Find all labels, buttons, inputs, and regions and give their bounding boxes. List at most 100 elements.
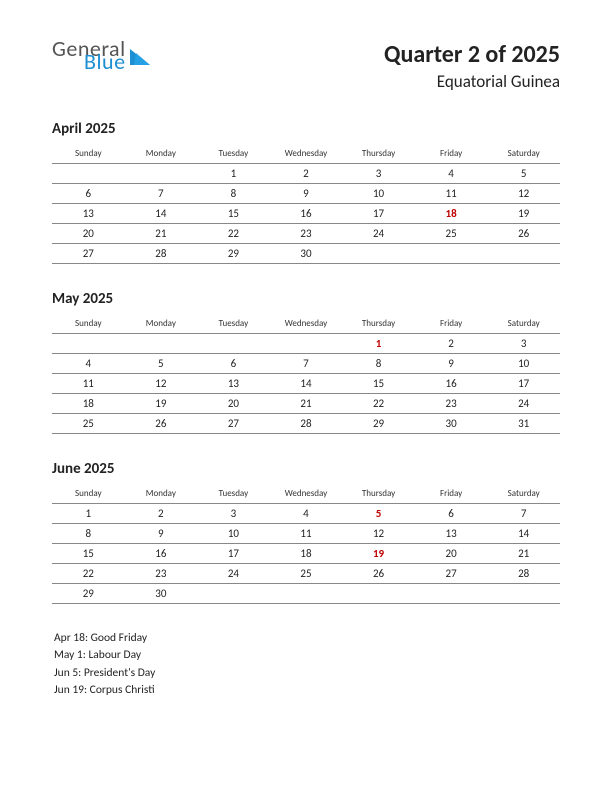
calendar-cell: 22 <box>52 564 125 584</box>
calendar-row: 27282930 <box>52 244 560 264</box>
page-subtitle: Equatorial Guinea <box>384 71 560 92</box>
calendar-cell: 12 <box>125 374 198 394</box>
calendar-cell: 9 <box>415 354 488 374</box>
calendar-cell: 10 <box>487 354 560 374</box>
calendar-row: 891011121314 <box>52 524 560 544</box>
calendar-row: 20212223242526 <box>52 224 560 244</box>
weekday-header: Tuesday <box>197 314 270 334</box>
calendar-cell: 23 <box>125 564 198 584</box>
calendar-row: 6789101112 <box>52 184 560 204</box>
calendar-cell: 14 <box>487 524 560 544</box>
calendar-cell: 6 <box>197 354 270 374</box>
months-container: April 2025SundayMondayTuesdayWednesdayTh… <box>52 120 560 604</box>
calendar-cell: 4 <box>415 164 488 184</box>
holiday-line: Jun 5: President's Day <box>54 665 560 682</box>
calendar-cell: 15 <box>342 374 415 394</box>
calendar-cell: 1 <box>52 504 125 524</box>
calendar-cell <box>197 334 270 354</box>
calendar-cell: 16 <box>270 204 343 224</box>
calendar-cell: 11 <box>415 184 488 204</box>
calendar-cell <box>342 584 415 604</box>
weekday-header: Saturday <box>487 484 560 504</box>
calendar-cell <box>487 584 560 604</box>
calendar-cell <box>52 164 125 184</box>
calendar-cell: 20 <box>415 544 488 564</box>
calendar-cell <box>197 584 270 604</box>
calendar-cell: 16 <box>415 374 488 394</box>
calendar-cell: 18 <box>52 394 125 414</box>
calendar-cell: 4 <box>270 504 343 524</box>
logo-triangle-icon <box>130 47 150 65</box>
weekday-header: Friday <box>415 314 488 334</box>
weekday-header: Thursday <box>342 144 415 164</box>
calendar-cell <box>270 584 343 604</box>
month-block: April 2025SundayMondayTuesdayWednesdayTh… <box>52 120 560 264</box>
month-title: June 2025 <box>52 460 560 478</box>
calendar-cell: 20 <box>52 224 125 244</box>
weekday-header: Monday <box>125 484 198 504</box>
weekday-header: Wednesday <box>270 484 343 504</box>
calendar-row: 18192021222324 <box>52 394 560 414</box>
calendar-cell: 13 <box>52 204 125 224</box>
calendar-cell: 15 <box>52 544 125 564</box>
calendar-cell: 29 <box>52 584 125 604</box>
calendar-cell: 22 <box>197 224 270 244</box>
holiday-list: Apr 18: Good FridayMay 1: Labour DayJun … <box>52 630 560 699</box>
calendar-cell: 12 <box>487 184 560 204</box>
month-title: May 2025 <box>52 290 560 308</box>
calendar-cell: 23 <box>415 394 488 414</box>
calendar-cell: 31 <box>487 414 560 434</box>
calendar-cell: 4 <box>52 354 125 374</box>
calendar-table: SundayMondayTuesdayWednesdayThursdayFrid… <box>52 314 560 434</box>
calendar-cell: 3 <box>342 164 415 184</box>
calendar-cell: 25 <box>270 564 343 584</box>
weekday-header: Saturday <box>487 144 560 164</box>
calendar-row: 25262728293031 <box>52 414 560 434</box>
calendar-cell: 2 <box>415 334 488 354</box>
calendar-cell: 10 <box>197 524 270 544</box>
calendar-cell: 11 <box>52 374 125 394</box>
calendar-cell: 26 <box>125 414 198 434</box>
calendar-cell: 11 <box>270 524 343 544</box>
weekday-header: Sunday <box>52 484 125 504</box>
calendar-row: 15161718192021 <box>52 544 560 564</box>
weekday-header: Friday <box>415 144 488 164</box>
weekday-header: Thursday <box>342 484 415 504</box>
calendar-row: 1234567 <box>52 504 560 524</box>
weekday-header: Friday <box>415 484 488 504</box>
calendar-cell: 18 <box>415 204 488 224</box>
calendar-cell: 28 <box>125 244 198 264</box>
logo: General Blue <box>52 40 150 71</box>
weekday-header: Saturday <box>487 314 560 334</box>
calendar-cell: 8 <box>342 354 415 374</box>
calendar-cell: 5 <box>125 354 198 374</box>
calendar-cell: 2 <box>270 164 343 184</box>
calendar-table: SundayMondayTuesdayWednesdayThursdayFrid… <box>52 484 560 604</box>
calendar-cell: 19 <box>487 204 560 224</box>
calendar-row: 11121314151617 <box>52 374 560 394</box>
calendar-row: 12345 <box>52 164 560 184</box>
calendar-cell: 21 <box>125 224 198 244</box>
calendar-cell: 27 <box>197 414 270 434</box>
month-block: June 2025 SundayMondayTuesdayWednesdayThu… <box>52 460 560 604</box>
calendar-cell: 7 <box>125 184 198 204</box>
calendar-cell <box>270 334 343 354</box>
calendar-cell: 24 <box>197 564 270 584</box>
calendar-cell: 25 <box>415 224 488 244</box>
calendar-cell: 13 <box>197 374 270 394</box>
calendar-cell: 9 <box>125 524 198 544</box>
calendar-table: SundayMondayTuesdayWednesdayThursdayFrid… <box>52 144 560 264</box>
calendar-cell: 29 <box>197 244 270 264</box>
calendar-cell: 9 <box>270 184 343 204</box>
calendar-cell: 27 <box>52 244 125 264</box>
month-block: May 2025 SundayMondayTuesdayWednesdayThur… <box>52 290 560 434</box>
calendar-cell: 23 <box>270 224 343 244</box>
calendar-cell: 15 <box>197 204 270 224</box>
page-title: Quarter 2 of 2025 <box>384 40 560 69</box>
weekday-header: Tuesday <box>197 144 270 164</box>
calendar-cell: 1 <box>342 334 415 354</box>
calendar-cell <box>125 164 198 184</box>
calendar-cell: 16 <box>125 544 198 564</box>
calendar-row: 45678910 <box>52 354 560 374</box>
weekday-header: Wednesday <box>270 144 343 164</box>
